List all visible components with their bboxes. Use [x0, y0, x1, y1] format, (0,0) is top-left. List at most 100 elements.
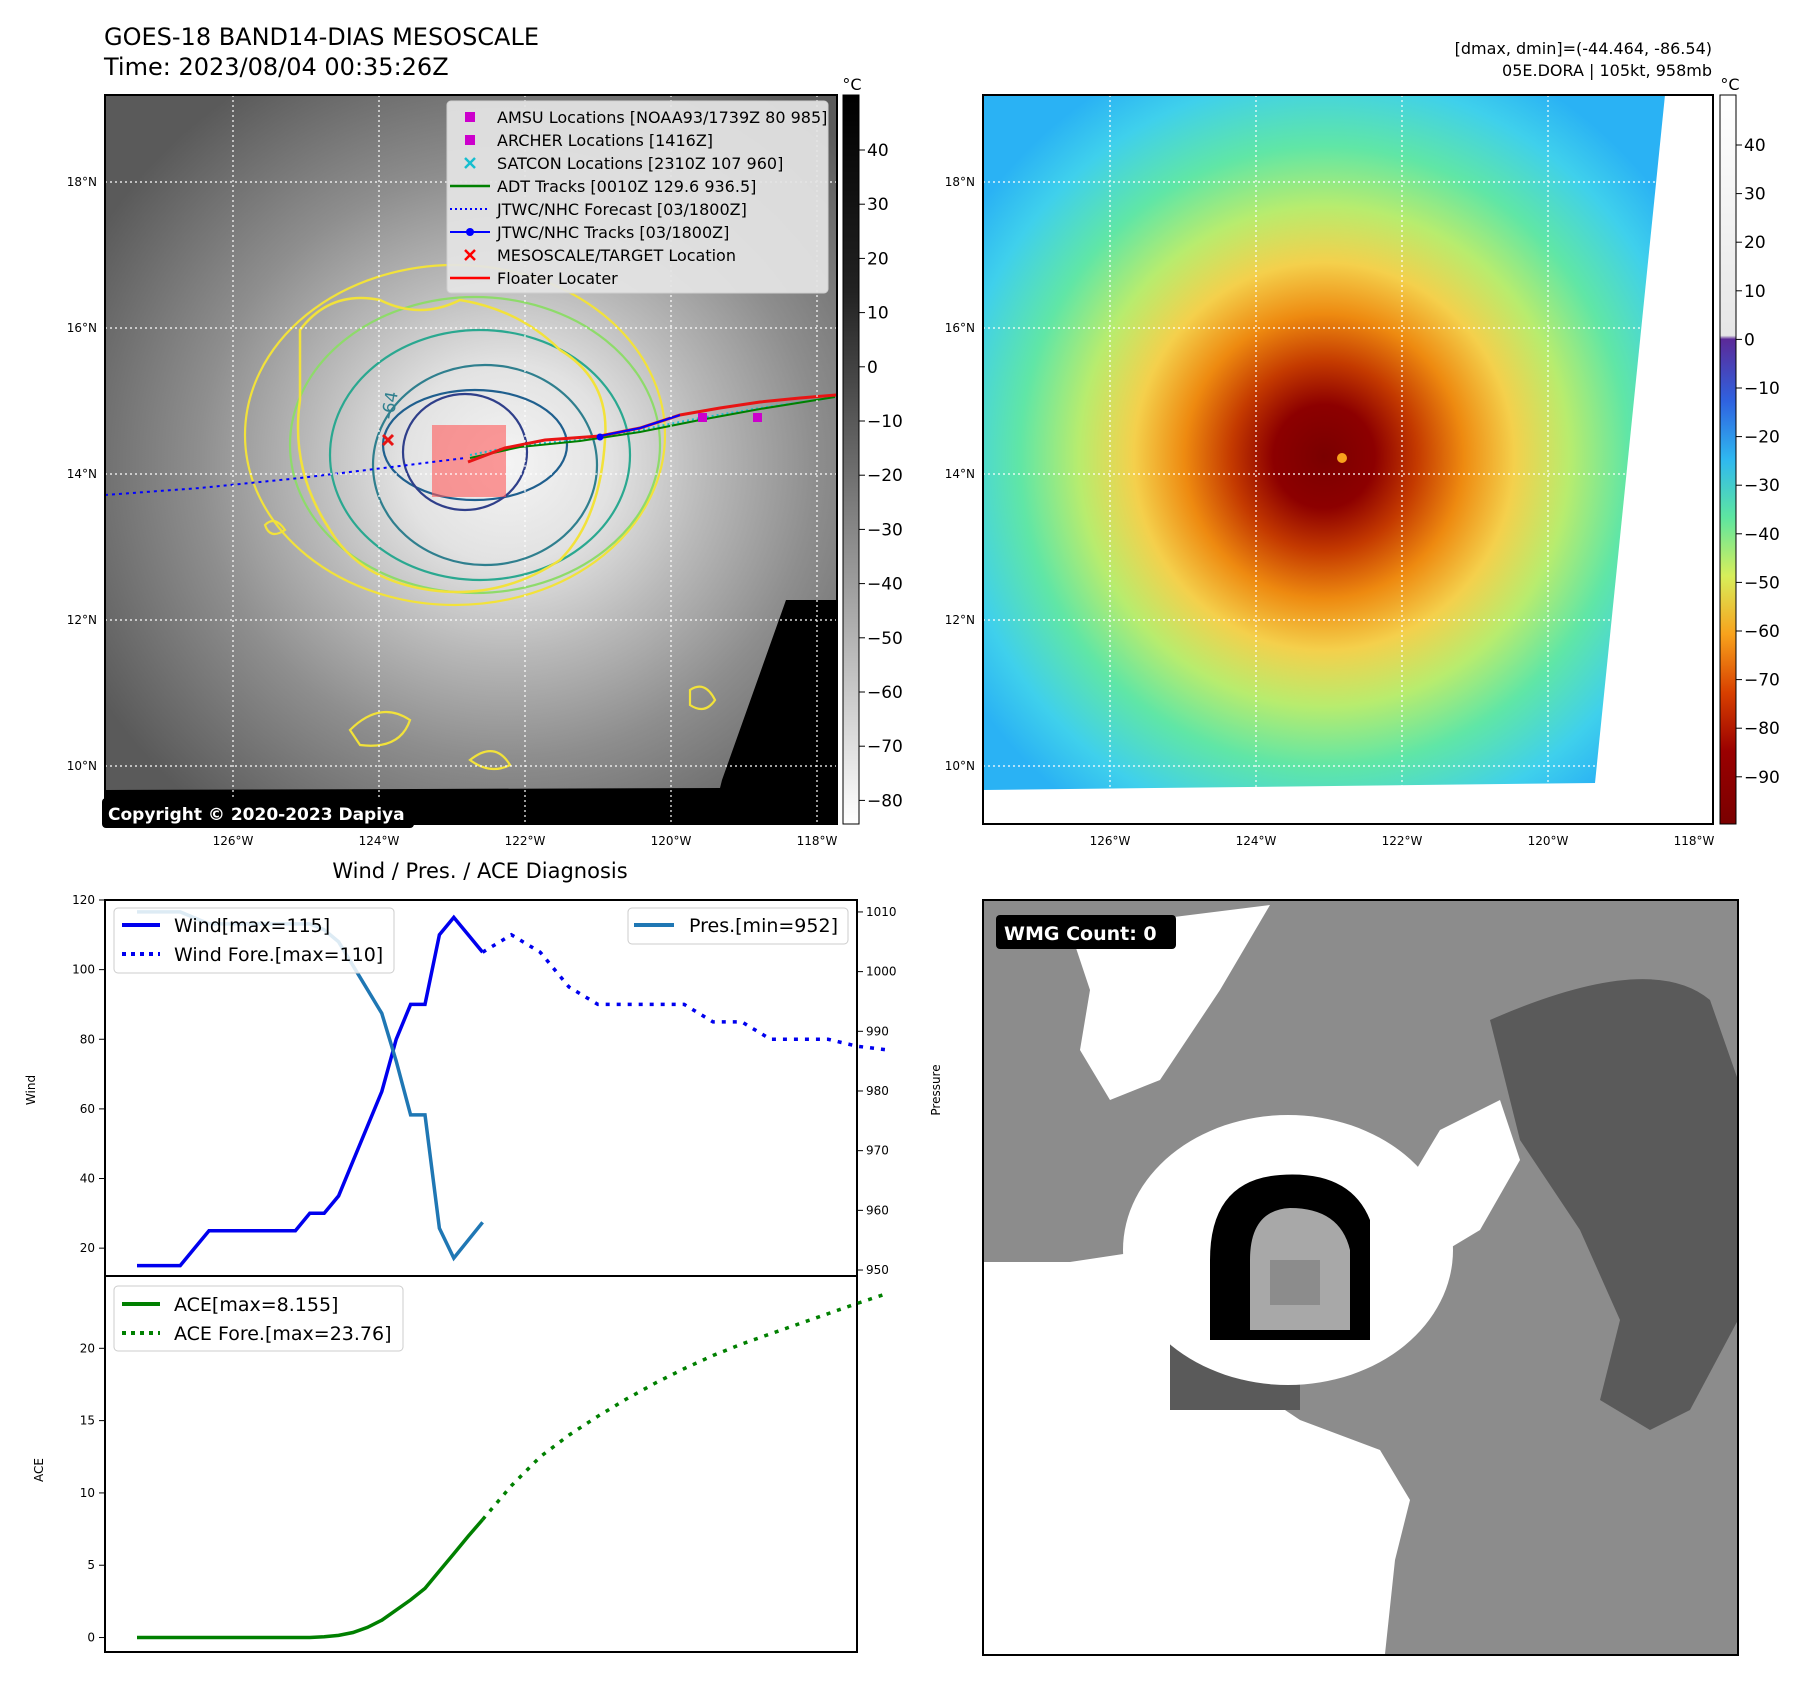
ace-legend-2: ACE Fore.[max=23.76]: [174, 1323, 392, 1345]
lon-label: 120°W: [651, 834, 692, 848]
lon-label: 124°W: [1236, 834, 1277, 848]
jtwc-forecast-line: [105, 457, 466, 496]
lon-label: 126°W: [1090, 834, 1131, 848]
colorbar-tick-left: −10: [867, 412, 903, 432]
mesoscale-target-marker: [381, 433, 395, 447]
colorbar-tick-right: −10: [1744, 379, 1780, 399]
map-legend: AMSU Locations [NOAA93/1739Z 80 985] ARCH…: [446, 100, 829, 294]
wind-ytick: 60: [80, 1102, 95, 1116]
lat-label: 12°N: [67, 613, 97, 627]
storm-text: 05E.DORA | 105kt, 958mb: [1502, 61, 1712, 80]
lat-label: 16°N: [67, 321, 97, 335]
ace-ytick: 0: [87, 1631, 95, 1645]
pressure-ytick: 980: [866, 1084, 889, 1098]
legend-entry: MESOSCALE/TARGET Location: [497, 246, 736, 265]
lon-label: 122°W: [505, 834, 546, 848]
colorbar-tick-right: 10: [1744, 282, 1766, 302]
colorbar-tick-left: 10: [867, 304, 889, 324]
colorbar-tick-left: −50: [867, 629, 903, 649]
legend-icon-line-dot: [450, 228, 490, 236]
figure-title: GOES-18 BAND14-DIAS MESOSCALE: [104, 23, 539, 51]
adt-track: [469, 396, 836, 459]
lon-label: 122°W: [1382, 834, 1423, 848]
wind-ytick: 40: [80, 1172, 95, 1186]
lat-label: 10°N: [945, 759, 975, 773]
legend-entry: JTWC/NHC Tracks [03/1800Z]: [496, 223, 729, 242]
colorbar-tick-right: −20: [1744, 428, 1780, 448]
pressure-ytick: 960: [866, 1203, 889, 1217]
wind-pressure-chart: 20 40 60 80 100 120 950 960 970 980 990 1000 1010 Wi…: [24, 893, 943, 1277]
colorbar-tick-right: 40: [1744, 136, 1766, 156]
ace-ylabel: ACE: [32, 1458, 46, 1482]
wmg-count: WMG Count: 0: [1004, 923, 1157, 945]
wind-legend-1: Wind[max=115]: [174, 915, 330, 937]
colorbar-tick-left: −60: [867, 683, 903, 703]
grid-lines-right: [983, 95, 1713, 824]
wind-ytick: 100: [72, 963, 95, 977]
lat-label: 14°N: [945, 467, 975, 481]
colorbar-tick-left: −20: [867, 466, 903, 486]
lat-label: 16°N: [945, 321, 975, 335]
lat-label: 10°N: [67, 759, 97, 773]
colorbar-tick-left: −70: [867, 737, 903, 757]
legend-entry: SATCON Locations [2310Z 107 960]: [497, 154, 783, 173]
colorbar-tick-left: −40: [867, 575, 903, 595]
ace-series-line: [481, 1292, 887, 1521]
colorbar-tick-left: 30: [867, 195, 889, 215]
lat-label: 12°N: [945, 613, 975, 627]
jtwc-track: [599, 414, 681, 437]
wind-series-line: [137, 914, 484, 1268]
wind-series-line: [481, 932, 887, 1052]
temperature-colorbar-right: °C 40 30 20 10 0 −10 −20 −30 −40 −50 −60 −70 −80 −90: [1719, 75, 1780, 825]
figure-time: Time: 2023/08/04 00:35:26Z: [103, 53, 449, 81]
pressure-ytick: 1010: [866, 905, 897, 919]
colorbar-tick-right: −40: [1744, 525, 1780, 545]
ace-ytick: 20: [80, 1341, 95, 1355]
colorbar-tick-right: −80: [1744, 719, 1780, 739]
diagnosis-title: Wind / Pres. / ACE Diagnosis: [332, 859, 627, 883]
copyright-text: Copyright © 2020-2023 Dapiya: [108, 805, 405, 825]
pressure-ylabel: Pressure: [929, 1064, 943, 1115]
legend-icon-x-marker: [464, 249, 476, 261]
lon-label: 126°W: [213, 834, 254, 848]
colorbar-tick-left: −30: [867, 520, 903, 540]
amsu-marker: [753, 413, 762, 422]
ace-legend-1: ACE[max=8.155]: [174, 1294, 338, 1316]
colorbar-tick-right: −90: [1744, 768, 1780, 788]
ir-color-enhanced-map: [982, 94, 1714, 825]
lon-label: 124°W: [359, 834, 400, 848]
lon-label: 120°W: [1528, 834, 1569, 848]
pressure-legend: Pres.[min=952]: [627, 907, 849, 945]
ace-ytick: 10: [80, 1486, 95, 1500]
legend-entry: ADT Tracks [0010Z 129.6 936.5]: [497, 177, 756, 196]
ace-ytick: 5: [87, 1558, 95, 1572]
wind-legend: Wind[max=115] Wind Fore.[max=110]: [113, 907, 395, 974]
ace-chart: 0 5 10 15 20 ACE ACE[max=8.155] ACE Fore.[ma…: [32, 1275, 887, 1653]
wind-ytick: 20: [80, 1241, 95, 1255]
contour-label: -64: [378, 390, 403, 421]
colorbar-tick-right: −30: [1744, 476, 1780, 496]
lat-label: 18°N: [945, 175, 975, 189]
legend-entry: Floater Locater: [497, 269, 618, 288]
colorbar-unit-left: °C: [842, 75, 861, 94]
colorbar-tick-right: 30: [1744, 185, 1766, 205]
colorbar-tick-left: 20: [867, 249, 889, 269]
ace-ytick: 15: [80, 1414, 95, 1428]
colorbar-tick-right: 20: [1744, 233, 1766, 253]
ace-series-line: [137, 1518, 484, 1640]
legend-entry: AMSU Locations [NOAA93/1739Z 80 985]: [497, 108, 827, 127]
jtwc-track-point: [596, 433, 604, 441]
colorbar-tick-left: 40: [867, 141, 889, 161]
legend-icon-x-marker: [464, 157, 476, 169]
ace-legend: ACE[max=8.155] ACE Fore.[max=23.76]: [113, 1285, 404, 1352]
wind-legend-2: Wind Fore.[max=110]: [174, 944, 383, 966]
pressure-ytick: 990: [866, 1024, 889, 1038]
lat-label: 14°N: [67, 467, 97, 481]
pressure-ytick: 970: [866, 1144, 889, 1158]
temperature-colorbar-left: °C 40 30 20 10 0 −10 −20 −30 −40 −50 −60 −70 −80: [842, 75, 903, 825]
legend-icon-square-marker: [465, 135, 475, 145]
lon-label: 118°W: [797, 834, 838, 848]
stats-text: [dmax, dmin]=(-44.464, -86.54): [1455, 39, 1712, 58]
colorbar-tick-right: 0: [1744, 330, 1755, 350]
eye-spot: [1337, 453, 1347, 463]
